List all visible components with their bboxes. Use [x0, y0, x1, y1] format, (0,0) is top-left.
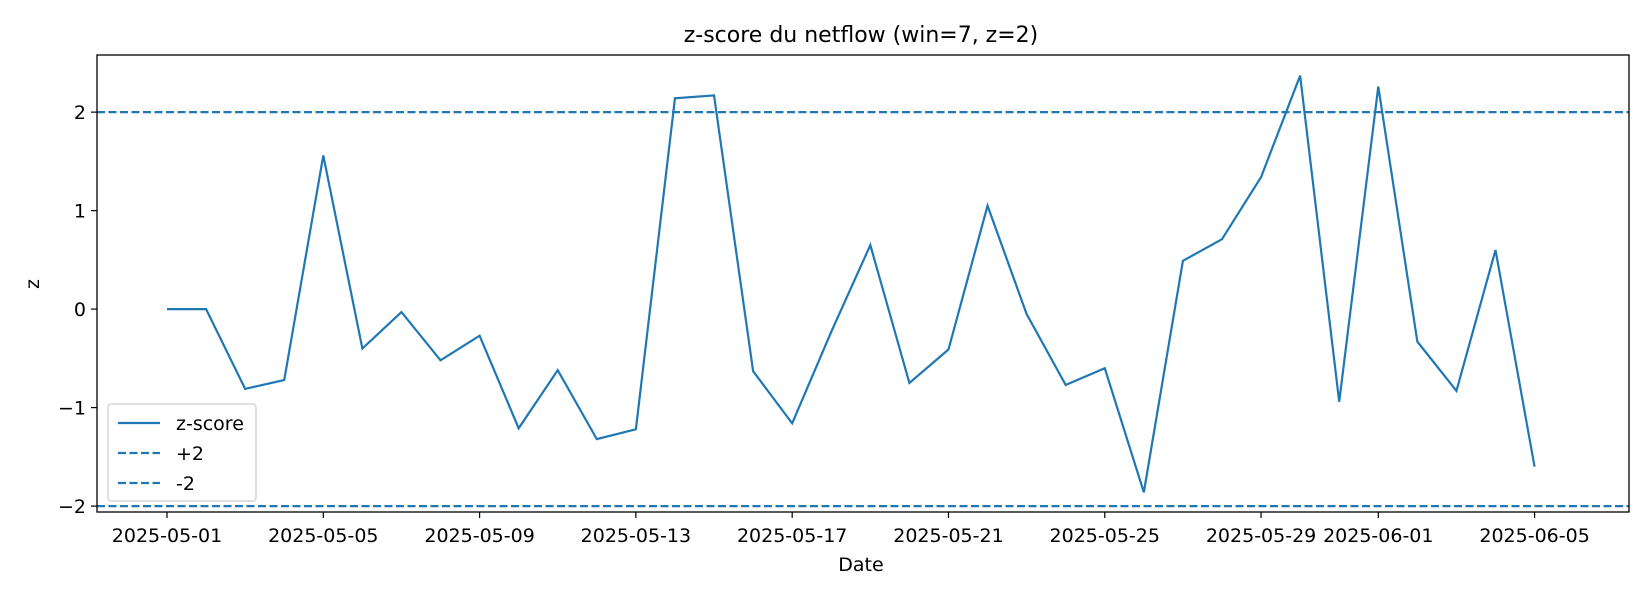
series-layer [97, 75, 1629, 508]
x-tick-label: 2025-05-21 [893, 525, 1003, 547]
y-tick-label: 0 [74, 299, 86, 321]
legend-label: -2 [176, 473, 195, 495]
x-tick-label: 2025-05-09 [424, 525, 534, 547]
x-tick-label: 2025-05-17 [737, 525, 847, 547]
y-tick-label: −1 [58, 398, 86, 420]
x-tick-label: 2025-05-01 [112, 525, 222, 547]
x-tick-label: 2025-06-01 [1323, 525, 1433, 547]
x-axis-label: Date [838, 554, 883, 576]
x-tick-label: 2025-05-25 [1050, 525, 1160, 547]
legend-label: z-score [176, 413, 244, 435]
y-tick-label: 1 [74, 201, 86, 223]
x-axis: 2025-05-01 2025-05-05 2025-05-09 2025-05-13… [112, 512, 1590, 547]
legend-box [107, 403, 257, 502]
series-line-z-score [167, 75, 1536, 493]
x-tick-label: 2025-06-05 [1479, 525, 1589, 547]
x-tick-label: 2025-05-29 [1206, 525, 1316, 547]
x-tick-label: 2025-05-05 [268, 525, 378, 547]
plot-area [97, 75, 1629, 508]
legend: z-score +2 -2 [107, 403, 257, 502]
legend-label: +2 [176, 443, 204, 465]
x-tick-label: 2025-05-13 [581, 525, 691, 547]
y-tick-label: −2 [58, 496, 86, 518]
y-axis: 2 1 0 −1 −2 [58, 102, 97, 518]
plot-frame [96, 54, 1630, 513]
y-axis-label: z [22, 279, 44, 289]
y-tick-label: 2 [74, 102, 86, 124]
chart-title: z-score du netflow (win=7, z=2) [684, 23, 1039, 48]
